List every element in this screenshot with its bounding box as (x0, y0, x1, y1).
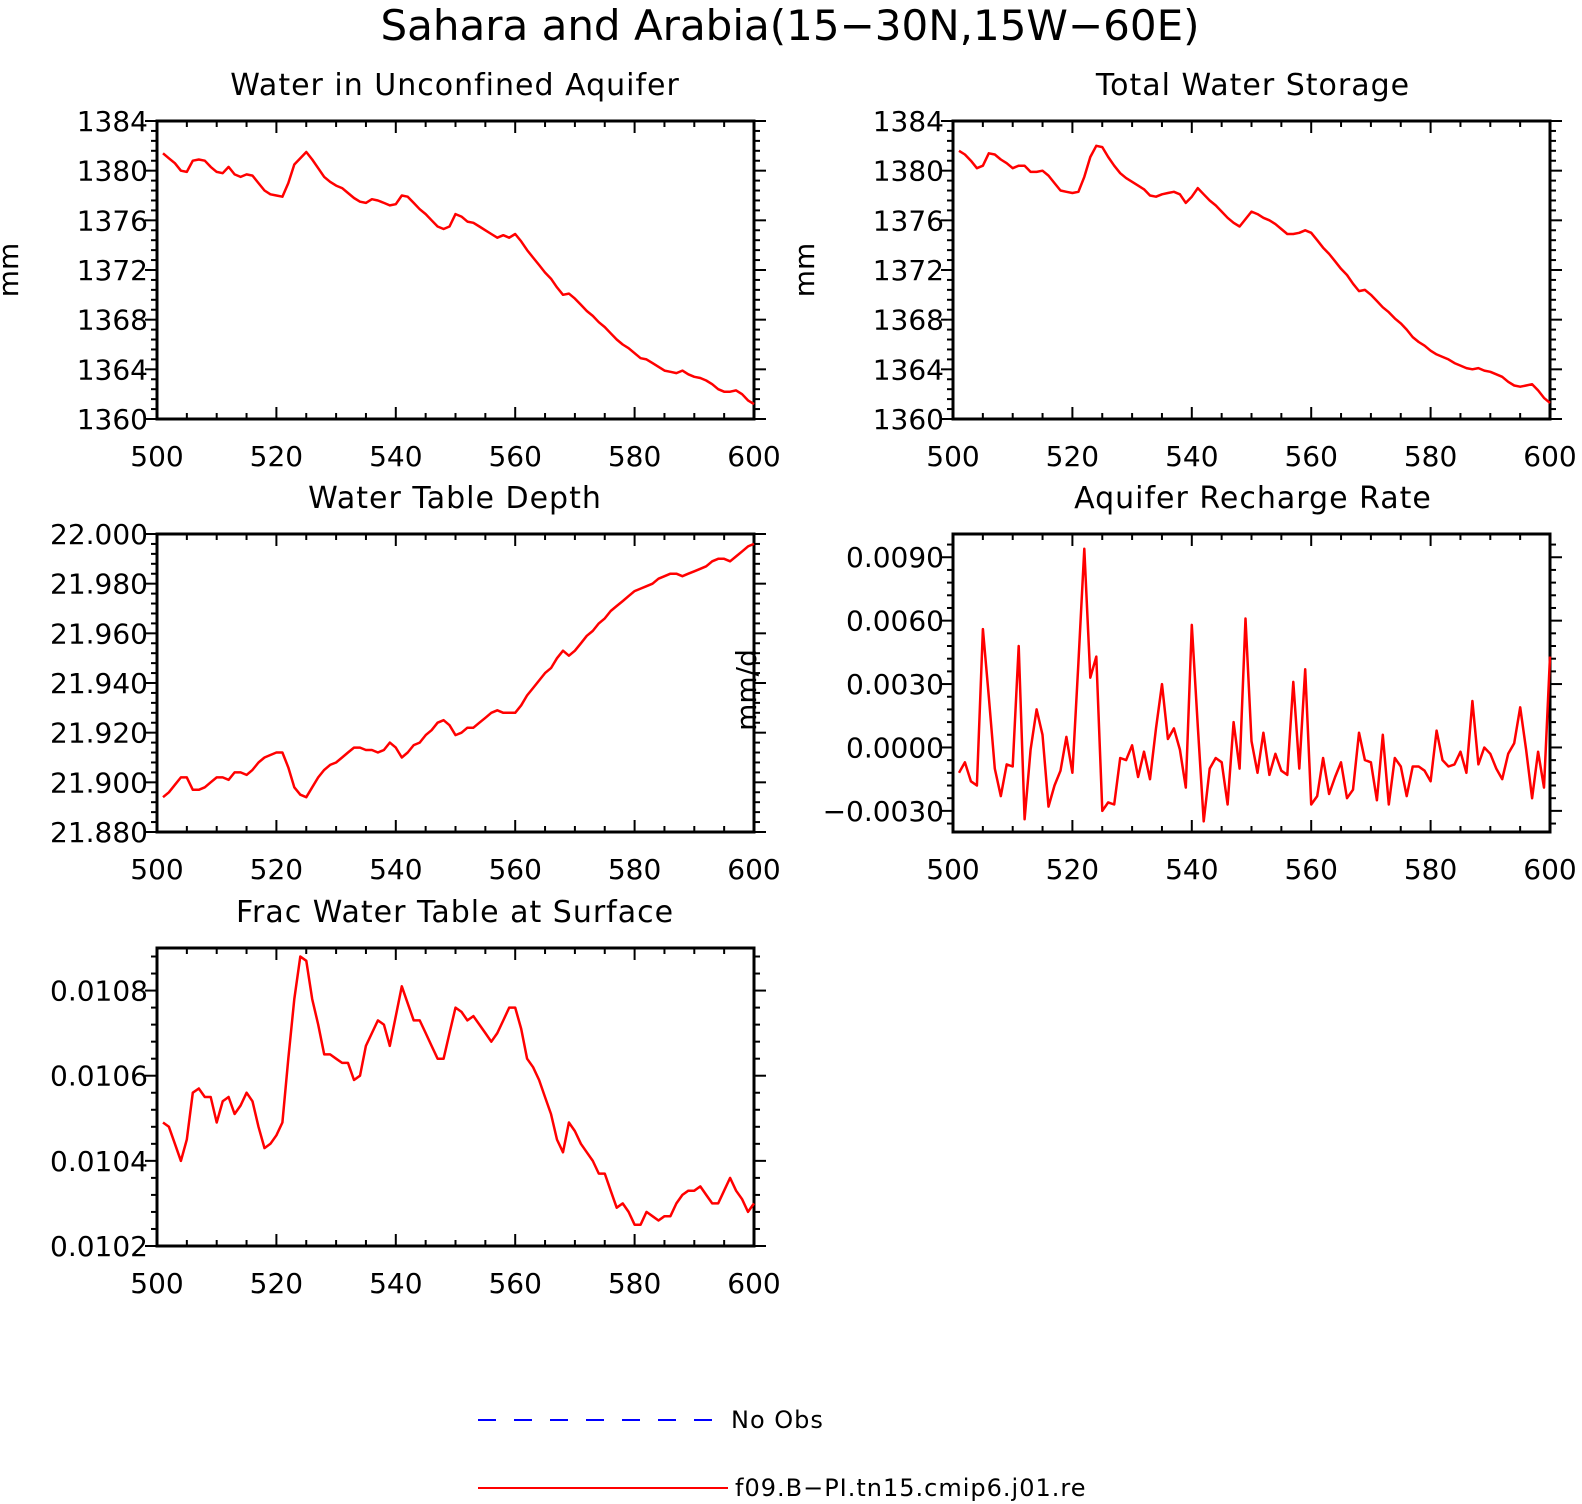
x-tick-label: 600 (727, 440, 780, 473)
y-tick-label: 1376 (77, 204, 148, 237)
x-tick-label: 500 (130, 440, 183, 473)
y-tick-label: 0.0000 (846, 731, 944, 764)
y-tick-label: 1360 (873, 403, 944, 436)
x-tick-label: 580 (1404, 853, 1457, 886)
chart-panel-1: Water in Unconfined Aquifer 500 520 540 560 5… (0, 68, 781, 473)
series-line-1 (162, 542, 755, 799)
legend: No Obs f09.B−PI.tn15.cmip6.j01.re (478, 1406, 1086, 1502)
chart-panel-5: Frac Water Table at Surface 500 520 540 560 5… (50, 895, 781, 1300)
y-tick-label: 22.000 (50, 518, 148, 551)
series-line-1 (162, 150, 755, 406)
chart-panel-4: Aquifer Recharge Rate 500 520 540 560 580 600 −… (730, 481, 1577, 886)
x-tick-label: 540 (369, 1267, 422, 1300)
x-tick-label: 520 (250, 1267, 303, 1300)
y-tick-label: 1384 (77, 105, 148, 138)
y-tick-label: 1364 (873, 353, 944, 386)
y-tick-label: 0.0104 (50, 1145, 148, 1178)
y-tick-label: 21.880 (50, 816, 148, 849)
y-tick-label: 21.960 (50, 617, 148, 650)
panel-title: Total Water Storage (1095, 68, 1410, 103)
x-tick-label: 600 (1523, 853, 1576, 886)
series-line-1 (957, 547, 1552, 823)
x-tick-label: 520 (1046, 440, 1099, 473)
legend-label-model: f09.B−PI.tn15.cmip6.j01.re (735, 1474, 1086, 1502)
x-tick-label: 600 (727, 853, 780, 886)
x-tick-label: 520 (250, 440, 303, 473)
y-tick-label: 1360 (77, 403, 148, 436)
x-tick-label: 520 (1046, 853, 1099, 886)
y-tick-label: −0.0030 (823, 795, 944, 828)
plot-frame (155, 119, 756, 421)
x-tick-label: 560 (1284, 853, 1337, 886)
y-tick-label: 21.940 (50, 667, 148, 700)
x-tick-label: 500 (926, 440, 979, 473)
panels-group: Water in Unconfined Aquifer 500 520 540 560 5… (0, 68, 1577, 1300)
y-tick-label: 21.900 (50, 766, 148, 799)
x-tick-label: 560 (488, 1267, 541, 1300)
panel-title: Water in Unconfined Aquifer (230, 68, 680, 103)
y-tick-label: 1380 (77, 155, 148, 188)
x-tick-label: 600 (1523, 440, 1576, 473)
y-tick-label: 21.980 (50, 568, 148, 601)
y-tick-label: 0.0090 (846, 541, 944, 574)
y-tick-label: 0.0060 (846, 605, 944, 638)
y-tick-label: 0.0108 (50, 975, 148, 1008)
x-tick-label: 560 (1284, 440, 1337, 473)
y-tick-label: 1368 (77, 304, 148, 337)
x-tick-label: 500 (926, 853, 979, 886)
plot-frame (155, 946, 756, 1248)
y-tick-label: 0.0102 (50, 1230, 148, 1263)
x-tick-label: 580 (608, 853, 661, 886)
legend-label-no-obs: No Obs (731, 1406, 824, 1434)
y-tick-label: 0.0030 (846, 668, 944, 701)
plot-frame (155, 532, 756, 834)
x-tick-label: 560 (488, 853, 541, 886)
x-tick-label: 500 (130, 853, 183, 886)
panel-title: Frac Water Table at Surface (236, 895, 674, 930)
y-tick-label: 1372 (873, 254, 944, 287)
x-tick-label: 580 (608, 1267, 661, 1300)
series-line-1 (162, 955, 756, 1226)
y-axis-label: mm (0, 243, 25, 298)
x-tick-label: 540 (369, 853, 422, 886)
x-tick-label: 500 (130, 1267, 183, 1300)
x-tick-label: 560 (488, 440, 541, 473)
plot-frame (951, 532, 1552, 834)
x-tick-label: 580 (608, 440, 661, 473)
y-tick-label: 1372 (77, 254, 148, 287)
x-tick-label: 540 (1165, 853, 1218, 886)
plot-frame (951, 119, 1552, 421)
x-tick-label: 540 (369, 440, 422, 473)
y-tick-label: 1364 (77, 353, 148, 386)
x-tick-label: 520 (250, 853, 303, 886)
y-axis-label: mm (788, 243, 821, 298)
y-axis-label: mm/d (730, 649, 763, 731)
y-tick-label: 1380 (873, 155, 944, 188)
x-tick-label: 540 (1165, 440, 1218, 473)
x-tick-label: 580 (1404, 440, 1457, 473)
panel-title: Aquifer Recharge Rate (1074, 481, 1432, 516)
series-line-1 (958, 144, 1551, 404)
figure-title: Sahara and Arabia(15−30N,15W−60E) (380, 1, 1199, 50)
chart-panel-2: Total Water Storage 500 520 540 560 580 600 136… (788, 68, 1577, 473)
y-tick-label: 21.920 (50, 717, 148, 750)
y-tick-label: 0.0106 (50, 1060, 148, 1093)
y-tick-label: 1384 (873, 105, 944, 138)
chart-panel-3: Water Table Depth 500 520 540 560 580 600 21.88… (50, 481, 781, 886)
panel-title: Water Table Depth (308, 481, 602, 516)
y-tick-label: 1376 (873, 204, 944, 237)
x-tick-label: 600 (727, 1267, 780, 1300)
y-tick-label: 1368 (873, 304, 944, 337)
